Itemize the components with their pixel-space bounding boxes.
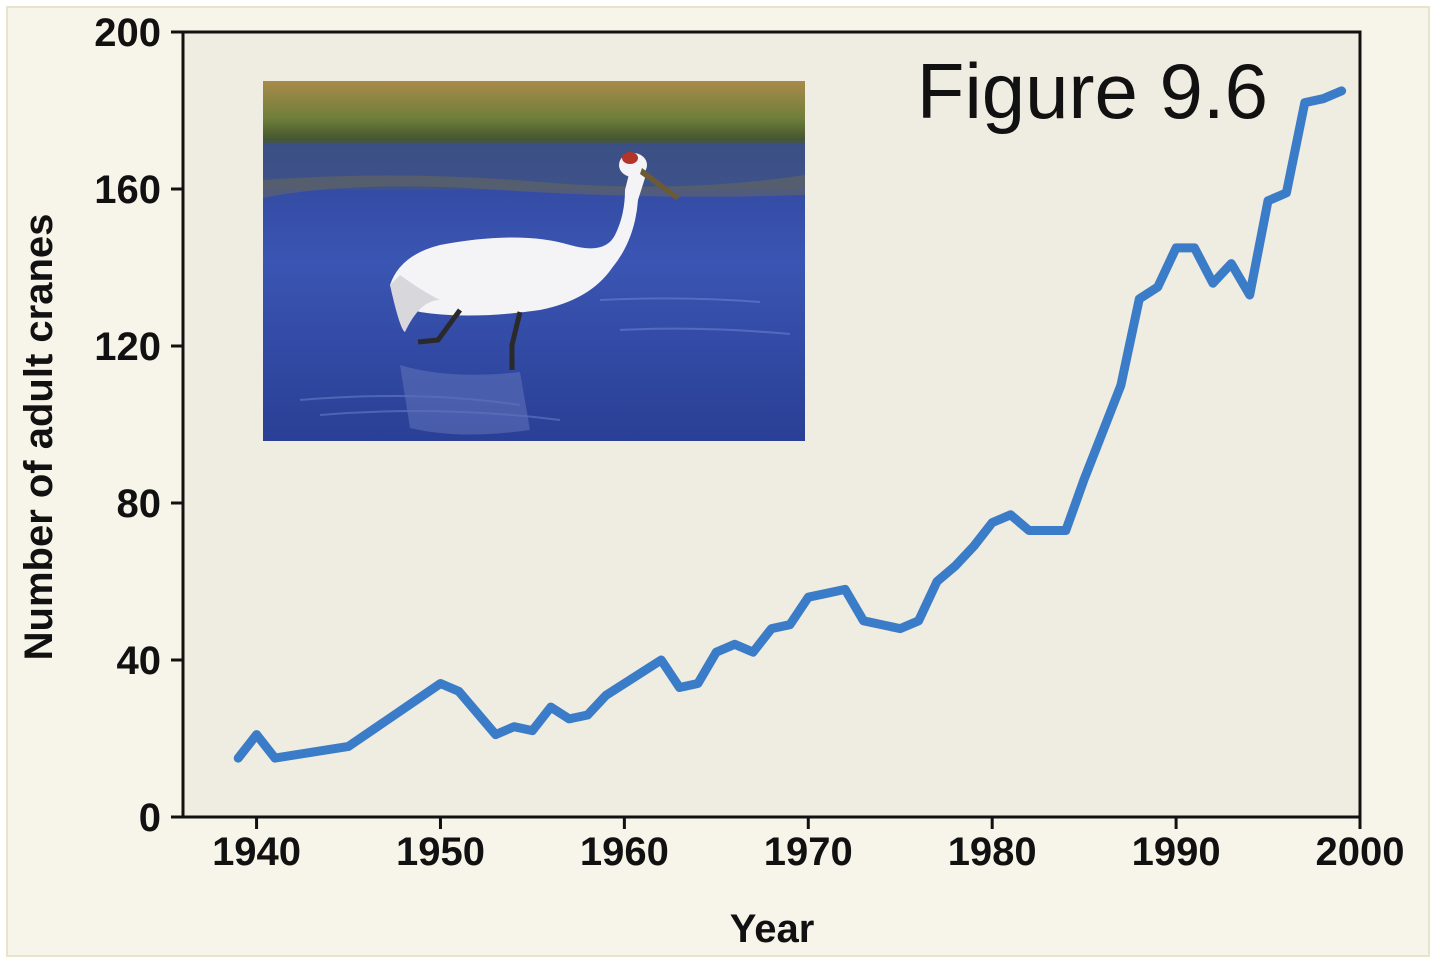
series-layer xyxy=(233,86,1347,763)
y-tick-label: 160 xyxy=(94,168,161,212)
x-tick-label: 1970 xyxy=(764,830,853,874)
series-line xyxy=(233,86,1347,763)
y-axis-title: Number of adult cranes xyxy=(17,214,61,661)
y-axis: 0 40 80 120 160 200 xyxy=(94,11,183,840)
y-tick-label: 120 xyxy=(94,325,161,369)
x-tick-label: 1950 xyxy=(396,830,485,874)
x-tick-label: 1990 xyxy=(1132,830,1221,874)
y-tick-label: 0 xyxy=(139,796,161,840)
x-tick-label: 2000 xyxy=(1316,830,1405,874)
chart-title: Figure 9.6 xyxy=(917,47,1268,135)
y-tick-label: 40 xyxy=(117,639,162,683)
x-tick-label: 1960 xyxy=(580,830,669,874)
y-tick-label: 80 xyxy=(117,482,162,526)
x-tick-label: 1980 xyxy=(948,830,1037,874)
x-tick-label: 1940 xyxy=(212,830,301,874)
y-tick-label: 200 xyxy=(94,11,161,55)
x-axis-title: Year xyxy=(730,907,815,951)
x-axis: 1940 1950 1960 1970 1980 1990 2000 xyxy=(212,817,1404,874)
whooping-crane-photo xyxy=(263,81,805,441)
